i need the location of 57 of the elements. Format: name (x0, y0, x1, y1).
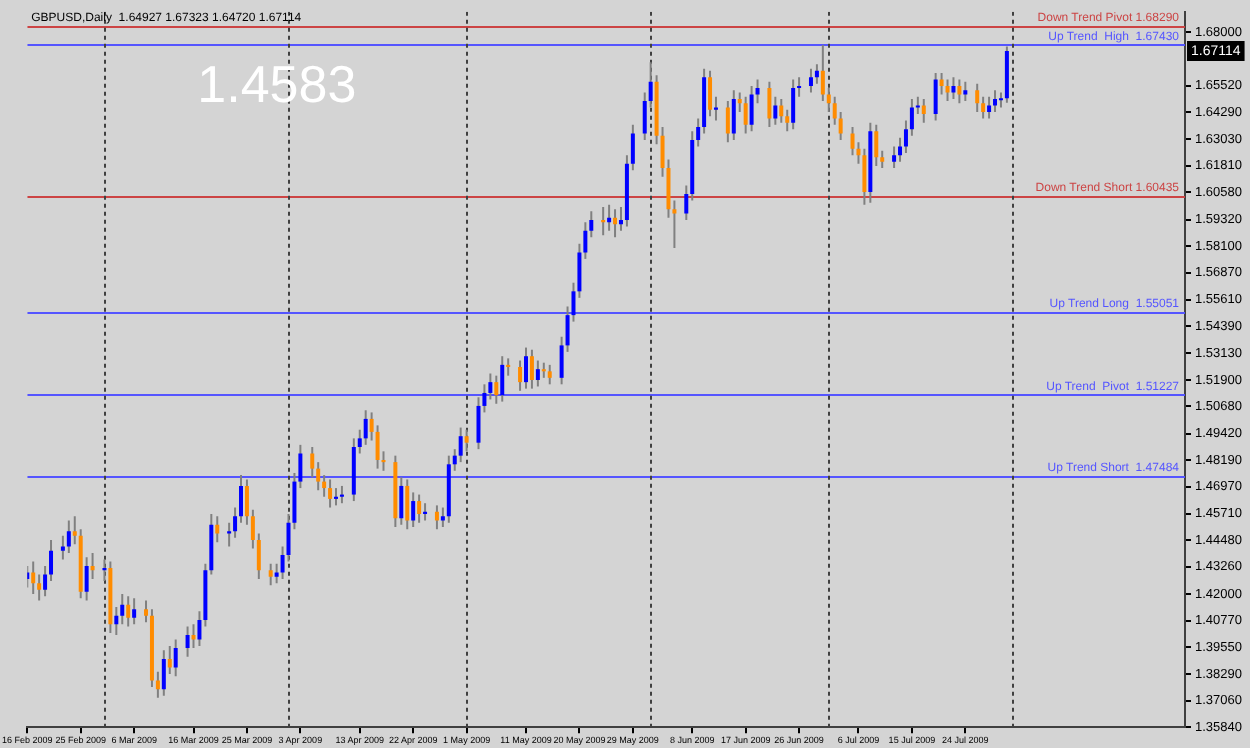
candlestick (808, 67, 813, 94)
candlestick (862, 147, 867, 206)
candlestick (90, 551, 95, 580)
candlestick (363, 409, 368, 446)
candlestick (725, 100, 730, 144)
candlestick (850, 126, 855, 157)
candlestick (933, 71, 938, 122)
candlestick (607, 203, 612, 232)
candlestick (405, 478, 410, 531)
candlestick (417, 493, 422, 524)
candlestick (731, 89, 736, 142)
candlestick (167, 644, 172, 676)
candlestick (126, 595, 131, 628)
candlestick (1004, 45, 1009, 104)
candlestick (951, 76, 956, 100)
candlestick (132, 597, 137, 626)
candlestick (814, 63, 819, 85)
candlestick (963, 80, 968, 103)
candlestick (458, 426, 463, 464)
candlestick (523, 346, 528, 390)
candlestick (939, 71, 944, 96)
candlestick (328, 478, 333, 509)
candlestick (268, 562, 273, 587)
candlestick (874, 123, 879, 167)
candlestick (518, 359, 523, 392)
candlestick (779, 97, 784, 124)
candlestick (464, 428, 469, 453)
candlestick (743, 95, 748, 135)
candlestick (708, 69, 713, 118)
candlestick (957, 78, 962, 105)
candlestick (215, 515, 220, 544)
candlestick (773, 95, 778, 126)
candlestick (434, 504, 439, 531)
candlestick (500, 355, 505, 403)
candlestick (767, 80, 772, 129)
candlestick (791, 78, 796, 131)
candlestick (351, 437, 356, 503)
candlestick (173, 638, 178, 678)
candlestick (399, 476, 404, 526)
candlestick (31, 560, 36, 596)
candlestick (921, 97, 926, 124)
candlestick (161, 649, 166, 697)
candlestick (411, 491, 416, 528)
candlestick (185, 625, 190, 658)
candlestick (529, 348, 534, 390)
candlestick (535, 359, 540, 388)
candlestick (975, 82, 980, 113)
candlestick (892, 145, 897, 170)
candlestick (613, 208, 618, 239)
candlestick (945, 78, 950, 103)
candlestick (547, 363, 552, 386)
candlestick (987, 95, 992, 120)
candlestick (66, 519, 71, 554)
candlestick (749, 84, 754, 133)
candlestick (494, 374, 499, 405)
candlestick (84, 556, 89, 602)
candlestick (993, 89, 998, 113)
